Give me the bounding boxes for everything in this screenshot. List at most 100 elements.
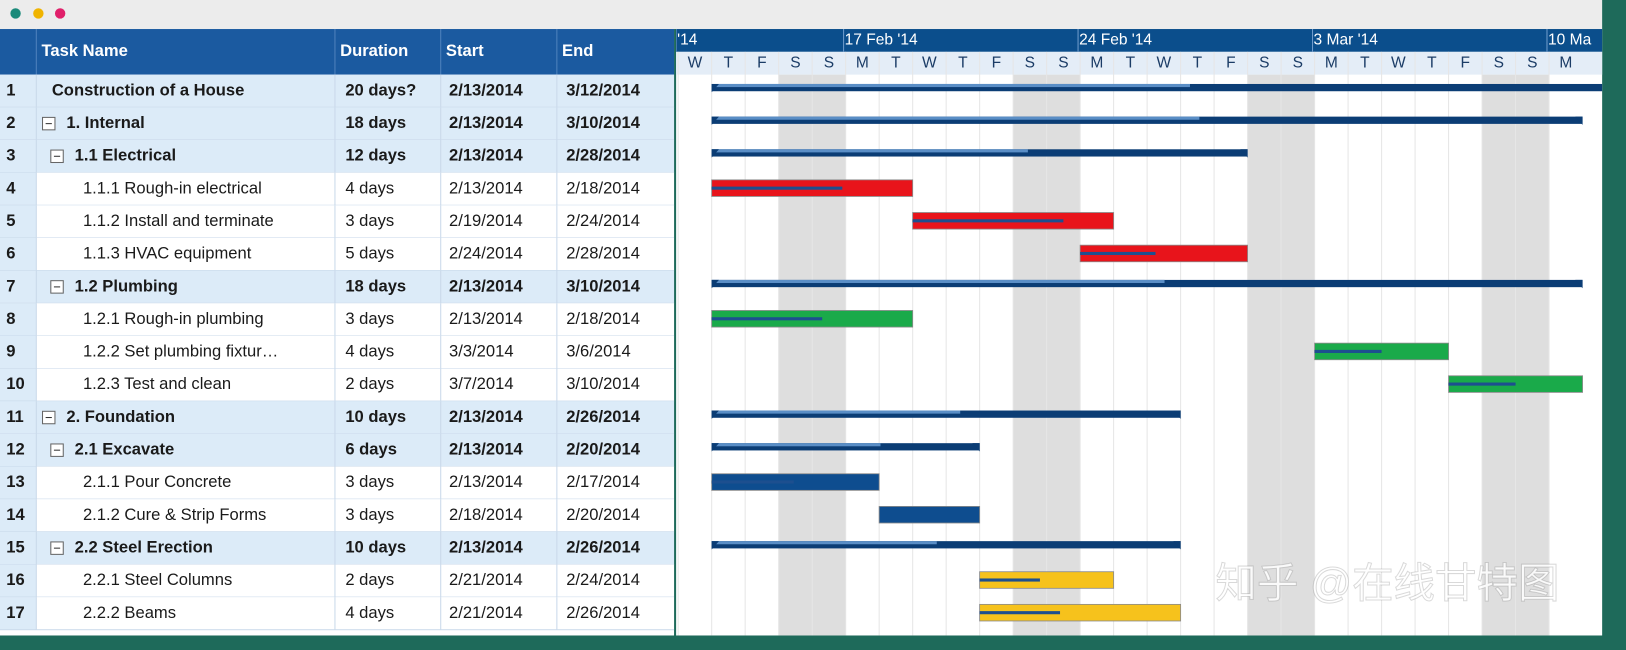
task-name[interactable]: 1.1.3 HVAC equipment — [83, 244, 252, 263]
week-label: 24 Feb '14 — [1079, 32, 1152, 49]
day-label: S — [1058, 54, 1068, 71]
task-name[interactable]: 2.1.2 Cure & Strip Forms — [83, 505, 266, 524]
task-progress — [711, 317, 823, 321]
end-date: 2/24/2014 — [566, 570, 640, 589]
weekend-shade — [1046, 74, 1081, 636]
end-date: 2/20/2014 — [566, 440, 641, 459]
row-bg — [36, 139, 675, 173]
summary-progress — [711, 541, 937, 545]
summary-bar[interactable] — [711, 116, 1583, 124]
task-name[interactable]: 1.1 Electrical — [75, 146, 176, 165]
summary-progress — [711, 410, 961, 414]
weekend-shade — [1281, 74, 1315, 636]
task-progress — [711, 186, 843, 190]
row-number-cell — [0, 597, 37, 630]
task-name[interactable]: 2. Foundation — [66, 407, 175, 426]
watermark: 知乎 @在线甘特图 — [1216, 560, 1560, 607]
task-progress — [979, 611, 1061, 615]
row-bg — [36, 368, 675, 402]
end-date: 3/12/2014 — [566, 80, 641, 99]
row-bg — [36, 237, 675, 271]
end-date: 3/10/2014 — [566, 276, 641, 295]
duration: 18 days — [345, 276, 406, 295]
task-name[interactable]: 1.2 Plumbing — [75, 276, 178, 295]
task-name[interactable]: 1.2.1 Rough-in plumbing — [83, 309, 264, 328]
column-header[interactable]: Start — [446, 41, 484, 60]
task-name[interactable]: 2.2.1 Steel Columns — [83, 570, 232, 589]
weekend-shade — [1482, 74, 1516, 636]
start-date: 3/3/2014 — [449, 342, 514, 361]
summary-progress — [711, 149, 1028, 153]
row-bg — [36, 303, 675, 336]
task-name[interactable]: 1.1.2 Install and terminate — [83, 211, 274, 230]
day-label: T — [958, 54, 968, 71]
summary-bar[interactable] — [711, 83, 1626, 92]
task-name[interactable]: 1. Internal — [66, 113, 144, 132]
summary-bar[interactable] — [711, 541, 1181, 549]
task-bar[interactable] — [878, 506, 981, 524]
day-label: T — [1360, 54, 1370, 71]
duration: 3 days — [345, 505, 394, 524]
window-dot[interactable] — [54, 8, 66, 19]
task-progress — [912, 219, 1064, 223]
summary-bar[interactable] — [711, 149, 1248, 157]
task-name[interactable]: 1.2.2 Set plumbing fixtur… — [83, 342, 278, 361]
grid-header — [0, 29, 675, 75]
row-number: 15 — [6, 538, 24, 557]
day-label: T — [1427, 54, 1437, 71]
column-header[interactable]: Task Name — [41, 41, 127, 60]
duration: 20 days? — [345, 80, 416, 99]
duration: 4 days — [345, 178, 394, 197]
task-name[interactable]: 1.2.3 Test and clean — [83, 374, 231, 393]
timeline-week-header — [676, 29, 1603, 52]
start-date: 2/13/2014 — [449, 440, 524, 459]
window-dot[interactable] — [10, 8, 21, 19]
start-date: 3/7/2014 — [449, 374, 514, 393]
day-label: S — [1494, 54, 1504, 71]
weekend-shade — [812, 74, 846, 636]
end-date: 3/10/2014 — [566, 374, 640, 393]
summary-bar[interactable] — [711, 279, 1583, 288]
summary-progress — [711, 279, 1165, 284]
row-bg — [36, 499, 675, 532]
duration: 18 days — [345, 113, 406, 132]
timeline-day-header — [676, 51, 1603, 75]
weekend-shade — [778, 74, 813, 636]
task-name[interactable]: 2.2 Steel Erection — [75, 538, 213, 557]
task-name[interactable]: 2.2.2 Beams — [83, 603, 176, 622]
task-name[interactable]: 2.1 Excavate — [75, 440, 175, 459]
end-date: 3/6/2014 — [566, 342, 631, 361]
row-number-cell — [0, 335, 37, 369]
day-label: F — [992, 54, 1002, 71]
summary-bar[interactable] — [711, 410, 1181, 418]
column-header[interactable]: Duration — [340, 41, 408, 60]
row-number: 12 — [6, 440, 24, 459]
day-label: S — [824, 54, 834, 71]
task-name[interactable]: 1.1.1 Rough-in electrical — [83, 178, 262, 197]
end-date: 2/26/2014 — [566, 538, 641, 557]
duration: 12 days — [345, 146, 406, 165]
day-label: S — [1527, 54, 1537, 71]
row-number-cell — [0, 531, 37, 565]
row-number: 6 — [6, 244, 15, 263]
row-bg — [36, 597, 675, 630]
duration: 4 days — [345, 342, 394, 361]
task-name[interactable]: Construction of a House — [52, 80, 245, 99]
day-label: T — [724, 54, 734, 71]
row-number-cell — [0, 466, 37, 500]
row-bg — [36, 205, 675, 238]
start-date: 2/13/2014 — [449, 309, 523, 328]
summary-bar[interactable] — [711, 443, 980, 451]
end-date: 2/18/2014 — [566, 309, 640, 328]
end-date: 2/28/2014 — [566, 146, 641, 165]
task-progress — [1448, 382, 1516, 386]
row-number-cell — [0, 237, 37, 271]
start-date: 2/13/2014 — [449, 178, 523, 197]
start-date: 2/13/2014 — [449, 276, 524, 295]
day-label: W — [922, 54, 937, 71]
summary-cap — [1173, 410, 1181, 419]
task-name[interactable]: 2.1.1 Pour Concrete — [83, 472, 231, 491]
column-header[interactable]: End — [562, 41, 593, 60]
row-number-cell — [0, 74, 37, 108]
window-dot[interactable] — [33, 8, 44, 19]
